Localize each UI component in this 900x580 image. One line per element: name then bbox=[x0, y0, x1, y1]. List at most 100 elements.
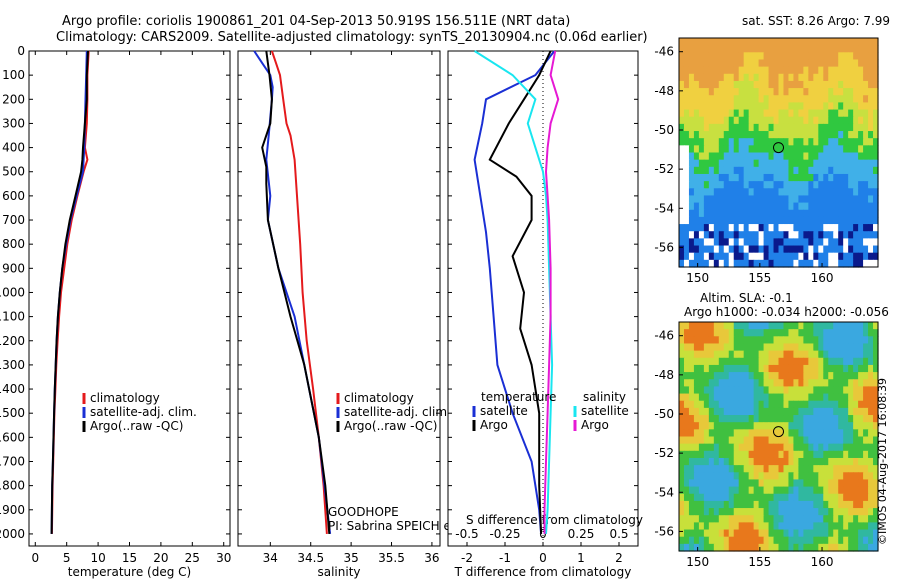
sst_map-cell bbox=[753, 131, 760, 139]
sla_map-cell bbox=[679, 465, 685, 473]
sla_map-cell bbox=[768, 436, 775, 445]
sla_map-cell bbox=[758, 479, 765, 488]
sla_map-cell bbox=[873, 429, 879, 438]
sla_map-cell bbox=[783, 515, 790, 523]
sst_map-cell bbox=[868, 88, 874, 96]
sst_map-cell bbox=[793, 238, 799, 247]
sla_map-cell bbox=[788, 393, 795, 402]
sla_map-cell bbox=[693, 522, 700, 531]
sst_map-cell bbox=[688, 152, 695, 161]
sst_map-cell bbox=[708, 259, 715, 268]
sst_map-cell bbox=[683, 66, 690, 75]
sla_map-cell bbox=[728, 515, 735, 523]
sla_map-cell bbox=[758, 529, 765, 538]
sst_map-cell bbox=[679, 188, 685, 197]
sla_map-cell bbox=[848, 508, 854, 516]
sla_map-cell bbox=[773, 472, 780, 481]
sla_map-cell bbox=[763, 508, 770, 516]
sla_map-cell bbox=[863, 529, 869, 538]
sst_map-cell bbox=[813, 145, 819, 154]
sst_map-cell bbox=[758, 80, 765, 89]
sst_map-cell bbox=[763, 116, 770, 125]
sst_map-cell bbox=[728, 95, 735, 104]
sst_map-cell bbox=[768, 59, 775, 68]
sla_map-cell bbox=[808, 379, 814, 388]
sla_map-cell bbox=[828, 422, 834, 430]
sla_map-cell bbox=[838, 329, 844, 337]
sla_map-cell bbox=[683, 443, 690, 452]
sla_map-cell bbox=[679, 500, 685, 509]
sst_map-cell bbox=[853, 216, 859, 225]
sst_map-cell bbox=[723, 173, 730, 182]
sla_map-cell bbox=[843, 515, 849, 523]
sla_map-cell bbox=[788, 529, 795, 538]
sst_map-cell bbox=[848, 216, 854, 225]
sla_map-cell bbox=[783, 522, 790, 531]
sst_map-cell bbox=[703, 195, 710, 204]
sst_map-cell bbox=[738, 116, 745, 125]
sla_map-cell bbox=[848, 465, 854, 473]
y-tick-label: 0 bbox=[17, 44, 25, 58]
sst_map-cell bbox=[803, 173, 809, 182]
sla_map-cell bbox=[713, 465, 720, 473]
sla_map-cell bbox=[748, 400, 755, 409]
sst_map-cell bbox=[808, 252, 814, 261]
sla_map-cell bbox=[863, 486, 869, 495]
sst_map-cell bbox=[679, 45, 685, 53]
sst_map-cell bbox=[863, 66, 869, 75]
sla_map-cell bbox=[718, 393, 725, 402]
sla_map-cell bbox=[843, 508, 849, 516]
map-y-tick-label: -48 bbox=[654, 84, 674, 98]
sla_map-cell bbox=[818, 372, 824, 380]
sst_map-cell bbox=[848, 102, 854, 111]
sst_map-cell bbox=[688, 181, 695, 189]
sst_map-cell bbox=[848, 188, 854, 197]
sla_map-cell bbox=[688, 493, 695, 502]
sst_map-cell bbox=[683, 38, 690, 46]
sla_map-cell bbox=[773, 329, 780, 337]
sst_map-cell bbox=[833, 259, 839, 268]
sst_map-cell bbox=[758, 145, 765, 154]
sla_map-cell bbox=[803, 486, 809, 495]
sla_map-cell bbox=[683, 364, 690, 373]
sla_map-cell bbox=[843, 372, 849, 380]
sst_map-cell bbox=[828, 252, 834, 261]
sla_map-cell bbox=[798, 415, 804, 423]
sst_map-cell bbox=[703, 102, 710, 111]
sla_map-cell bbox=[838, 543, 844, 552]
sla_map-cell bbox=[713, 386, 720, 395]
sla_map-cell bbox=[858, 479, 864, 488]
sst_map-cell bbox=[693, 224, 700, 232]
sla_map-cell bbox=[783, 479, 790, 488]
sla_map-cell bbox=[813, 543, 819, 552]
sst_map-cell bbox=[783, 59, 790, 68]
sla_map-cell bbox=[713, 436, 720, 445]
sst_map-cell bbox=[688, 80, 695, 89]
sst_map-cell bbox=[773, 259, 780, 268]
sst_map-cell bbox=[838, 66, 844, 75]
sst_map-cell bbox=[768, 45, 775, 53]
sst_map-cell bbox=[728, 259, 735, 268]
sst_map-cell bbox=[863, 202, 869, 211]
sst_map-cell bbox=[778, 252, 785, 261]
sla_map-cell bbox=[838, 465, 844, 473]
sla_map-cell bbox=[793, 493, 799, 502]
sla_map-cell bbox=[803, 529, 809, 538]
sst_map-cell bbox=[808, 138, 814, 146]
sla_map-cell bbox=[688, 436, 695, 445]
sst_map-cell bbox=[753, 73, 760, 82]
sla_map-cell bbox=[813, 436, 819, 445]
sst_map-cell bbox=[853, 38, 859, 46]
sst_map-cell bbox=[723, 59, 730, 68]
sst_map-cell bbox=[798, 52, 804, 61]
sla_map-cell bbox=[803, 329, 809, 337]
sst_map-cell bbox=[828, 102, 834, 111]
sla_map-cell bbox=[688, 329, 695, 337]
sla_map-cell bbox=[858, 329, 864, 337]
sst_map-cell bbox=[828, 73, 834, 82]
sla_map-cell bbox=[743, 536, 750, 545]
sst_map-cell bbox=[783, 173, 790, 182]
sla_map-cell bbox=[793, 472, 799, 481]
sla_map-cell bbox=[833, 357, 839, 366]
sla_map-cell bbox=[763, 422, 770, 430]
